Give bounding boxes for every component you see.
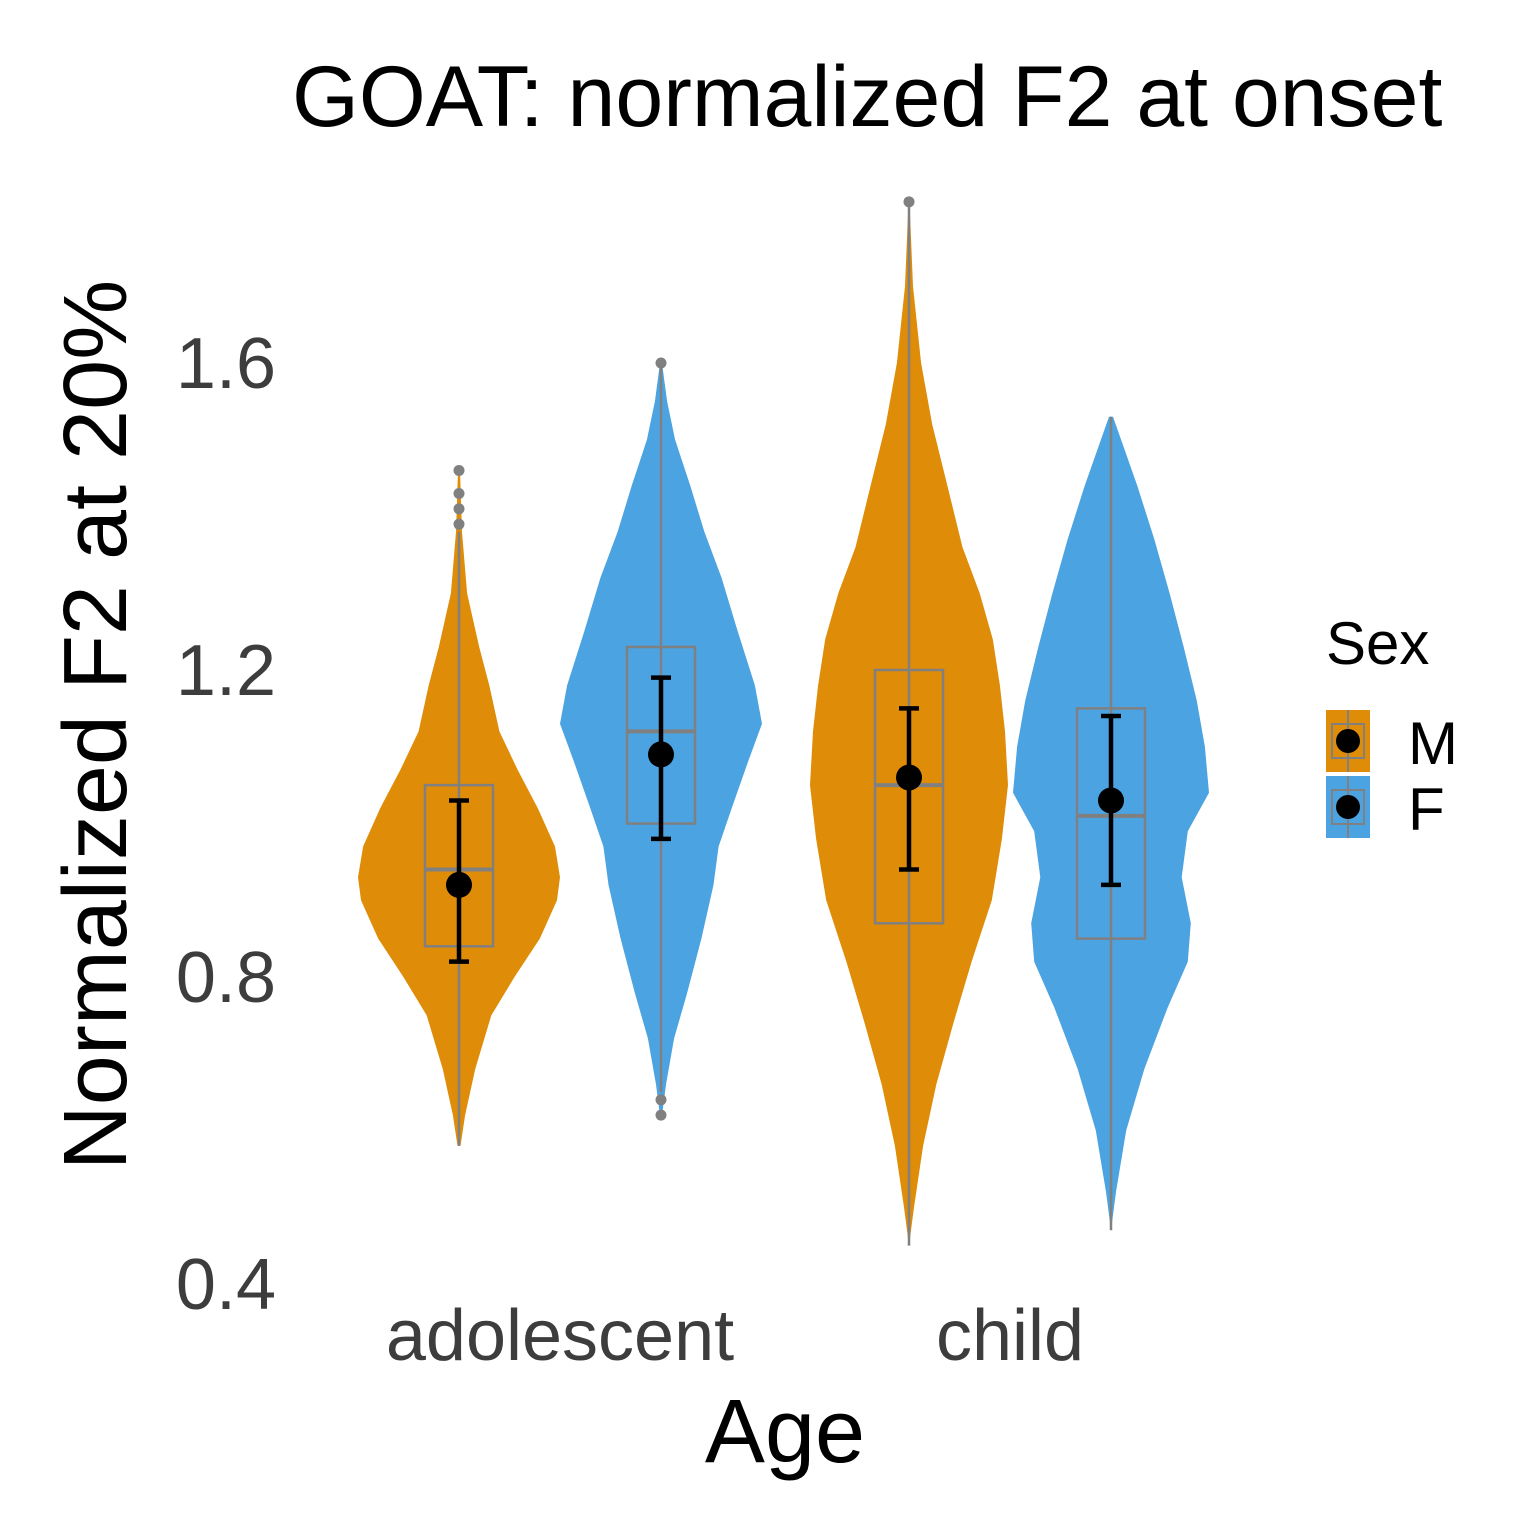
violin-group-child-M (810, 196, 1008, 1246)
mean-point (896, 764, 922, 791)
legend-items: MF (1326, 710, 1458, 843)
violin-group-child-F (1013, 416, 1209, 1231)
outlier-point (453, 518, 465, 530)
y-tick-label: 0.8 (176, 938, 276, 1018)
legend-key-box (1331, 789, 1365, 825)
outlier-point (453, 487, 465, 499)
legend-item-M: M (1326, 710, 1458, 777)
outlier-point (655, 1109, 667, 1121)
y-tick-label: 1.6 (176, 324, 276, 404)
chart-title: GOAT: normalized F2 at onset (292, 49, 1442, 145)
mean-point (1098, 787, 1124, 814)
box (1075, 707, 1147, 940)
legend-title: Sex (1326, 610, 1429, 677)
y-axis-title: Normalized F2 at 20% (46, 280, 146, 1170)
y-tick-label: 0.4 (176, 1245, 276, 1325)
x-axis-ticks: adolescent child (386, 1296, 1084, 1376)
violin-group-adolescent-F (560, 357, 762, 1121)
outlier-point (655, 357, 667, 369)
y-tick-label: 1.2 (176, 631, 276, 711)
x-tick-label: adolescent (386, 1296, 734, 1376)
legend: Sex MF (1326, 610, 1458, 843)
legend-key-point (1336, 795, 1360, 819)
outlier-point (453, 464, 465, 476)
outlier-point (903, 196, 915, 208)
box (873, 668, 945, 925)
legend-key-point (1336, 729, 1360, 753)
plot-area (358, 196, 1209, 1246)
outlier-point (453, 503, 465, 515)
x-tick-label: child (936, 1296, 1084, 1376)
legend-label: F (1408, 776, 1445, 843)
legend-label: M (1408, 710, 1458, 777)
outlier-point (655, 1094, 667, 1106)
legend-item-F: F (1326, 776, 1445, 843)
mean-point (648, 741, 674, 768)
y-axis-ticks: 0.4 0.8 1.2 1.6 (176, 324, 276, 1325)
violin-group-adolescent-M (358, 464, 560, 1146)
mean-point (446, 871, 472, 898)
x-axis-title: Age (705, 1382, 865, 1482)
legend-key-box (1331, 723, 1365, 759)
